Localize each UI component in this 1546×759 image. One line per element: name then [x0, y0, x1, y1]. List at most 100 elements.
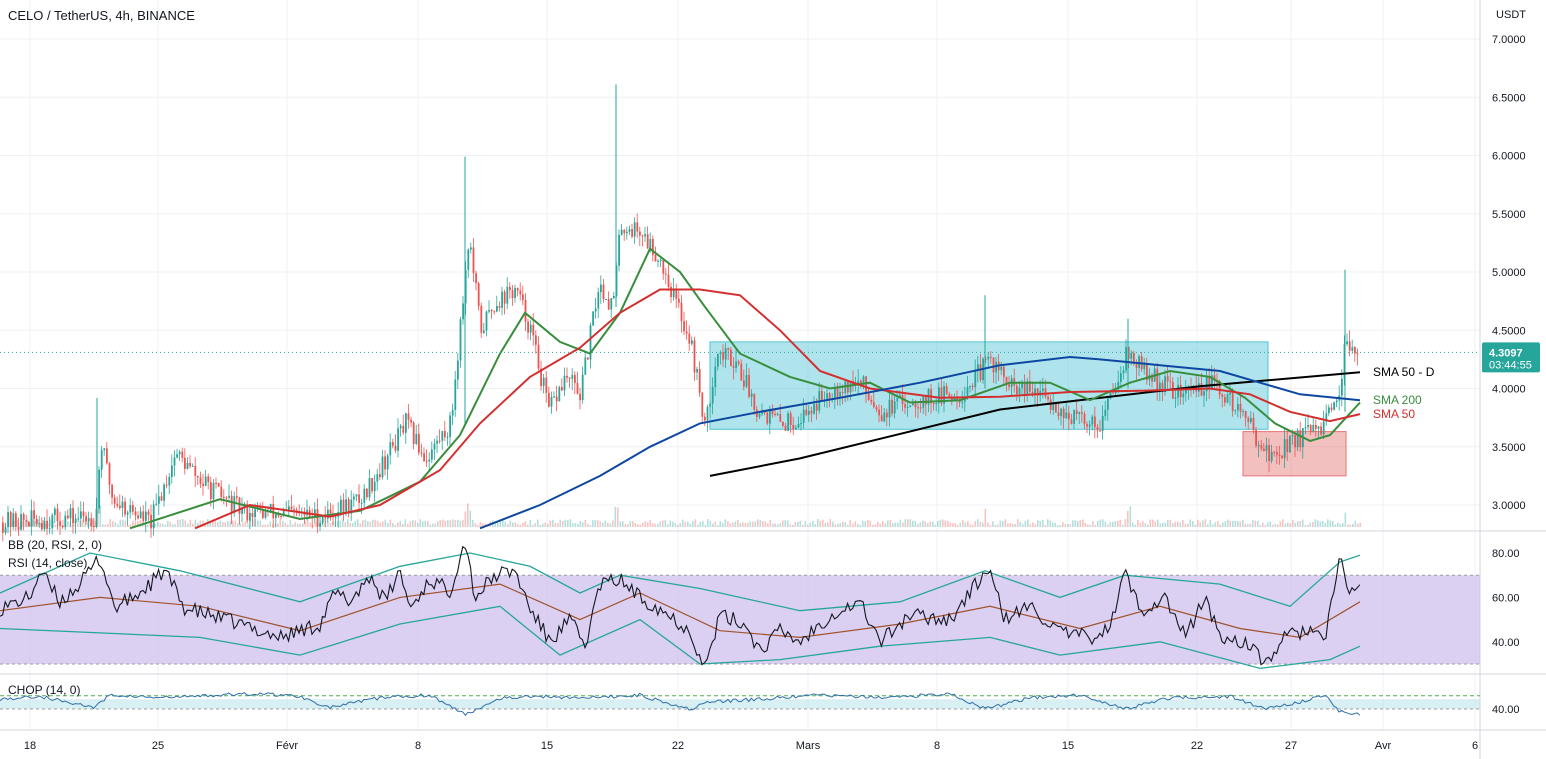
candle-body[interactable] [969, 385, 971, 388]
candle-body[interactable] [891, 399, 893, 414]
candle-body[interactable] [1062, 408, 1065, 419]
candle-body[interactable] [467, 249, 470, 270]
candle-body[interactable] [506, 286, 509, 304]
candle-body[interactable] [87, 518, 90, 522]
candle-body[interactable] [576, 382, 579, 394]
candle-body[interactable] [418, 433, 420, 453]
candle-body[interactable] [662, 259, 665, 274]
candle-body[interactable] [451, 409, 454, 416]
candle-body[interactable] [1078, 412, 1081, 415]
candle-body[interactable] [589, 325, 592, 360]
candle-body[interactable] [30, 510, 33, 527]
candle-body[interactable] [813, 404, 815, 414]
candle-body[interactable] [1250, 417, 1252, 422]
candle-body[interactable] [581, 374, 584, 401]
candle-body[interactable] [878, 409, 880, 416]
candle-body[interactable] [113, 497, 116, 504]
candle-body[interactable] [1341, 378, 1343, 396]
candle-body[interactable] [134, 511, 137, 516]
candle-body[interactable] [373, 481, 376, 492]
candle-body[interactable] [275, 512, 277, 519]
candle-body[interactable] [1273, 451, 1276, 453]
candle-body[interactable] [607, 298, 610, 310]
candle-body[interactable] [1018, 387, 1021, 394]
candle-body[interactable] [613, 296, 615, 299]
candle-body[interactable] [1049, 399, 1052, 410]
candle-body[interactable] [189, 462, 191, 467]
candle-body[interactable] [870, 399, 873, 403]
candle-body[interactable] [545, 377, 548, 393]
candle-body[interactable] [1237, 403, 1239, 411]
candle-body[interactable] [100, 450, 103, 470]
candle-body[interactable] [789, 413, 792, 425]
candle-body[interactable] [1000, 366, 1003, 371]
candle-body[interactable] [132, 505, 134, 512]
candle-body[interactable] [483, 330, 485, 333]
candle-body[interactable] [1052, 403, 1055, 410]
candle-body[interactable] [480, 305, 483, 333]
candle-body[interactable] [623, 229, 626, 234]
candle-body[interactable] [646, 234, 649, 249]
candle-body[interactable] [1286, 439, 1289, 453]
candle-body[interactable] [568, 377, 571, 379]
candle-body[interactable] [1244, 411, 1247, 418]
candle-body[interactable] [168, 476, 171, 486]
candle-body[interactable] [992, 357, 995, 373]
candle-body[interactable] [1008, 384, 1010, 387]
candle-body[interactable] [210, 482, 212, 499]
candle-body[interactable] [758, 413, 761, 418]
candle-body[interactable] [795, 427, 797, 430]
candle-body[interactable] [12, 513, 15, 527]
candle-body[interactable] [1317, 426, 1320, 429]
candle-body[interactable] [688, 333, 691, 344]
candle-body[interactable] [472, 247, 475, 274]
rsi-indicator-label[interactable]: RSI (14, close) [8, 556, 88, 570]
candle-body[interactable] [470, 247, 472, 250]
candle-body[interactable] [724, 348, 727, 360]
candle-body[interactable] [753, 393, 756, 410]
candle-body[interactable] [184, 457, 186, 469]
rsi-line[interactable] [0, 545, 1361, 666]
candle-body[interactable] [314, 509, 316, 518]
candle-body[interactable] [392, 442, 394, 446]
candle-body[interactable] [2, 522, 4, 533]
candle-body[interactable] [771, 409, 774, 415]
candle-body[interactable] [685, 331, 688, 334]
candle-body[interactable] [524, 300, 527, 322]
candle-body[interactable] [542, 377, 545, 387]
candle-body[interactable] [1299, 430, 1302, 448]
candle-body[interactable] [1242, 411, 1244, 413]
candle-body[interactable] [1276, 452, 1278, 455]
candle-body[interactable] [548, 392, 550, 407]
candle-body[interactable] [334, 516, 337, 518]
candle-body[interactable] [428, 459, 431, 462]
candle-body[interactable] [1205, 375, 1208, 392]
candle-body[interactable] [503, 291, 506, 304]
candle-body[interactable] [537, 344, 540, 369]
candle-body[interactable] [516, 287, 519, 291]
candle-body[interactable] [46, 520, 48, 529]
candle-body[interactable] [1346, 341, 1348, 345]
candle-body[interactable] [532, 324, 535, 336]
candle-body[interactable] [1029, 381, 1031, 392]
candle-body[interactable] [1348, 341, 1351, 351]
candle-body[interactable] [940, 387, 943, 404]
candle-body[interactable] [402, 425, 405, 433]
candle-body[interactable] [1309, 424, 1312, 432]
candle-body[interactable] [1036, 388, 1039, 396]
candle-body[interactable] [410, 419, 412, 423]
candle-body[interactable] [324, 516, 327, 519]
candle-body[interactable] [233, 496, 236, 513]
candle-body[interactable] [680, 302, 683, 322]
candle-body[interactable] [342, 499, 345, 512]
candle-body[interactable] [145, 511, 147, 521]
candle-body[interactable] [800, 422, 802, 425]
candle-body[interactable] [433, 443, 436, 450]
candle-body[interactable] [33, 510, 35, 519]
candle-body[interactable] [17, 526, 20, 530]
candle-body[interactable] [272, 503, 275, 519]
candle-body[interactable] [1203, 391, 1205, 396]
candle-body[interactable] [722, 352, 724, 360]
candle-body[interactable] [574, 375, 576, 383]
candle-body[interactable] [98, 469, 100, 509]
